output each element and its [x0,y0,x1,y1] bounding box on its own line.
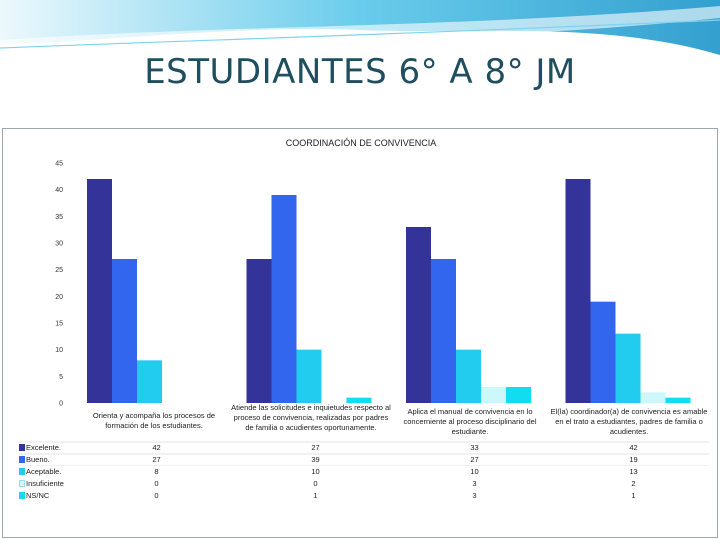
table-cell: 3 [472,479,477,488]
bar [431,259,456,403]
legend-swatch [19,444,25,451]
chart-frame: COORDINACIÓN DE CONVIVENCIA 0 5 10 15 20 25 30… [2,128,718,538]
bar [246,259,272,403]
table-row-nsnc: NS/NC 0 1 3 1 [19,490,709,502]
legend-insuficiente: Insuficiente [19,478,77,490]
bar [271,195,297,403]
table-cell: 42 [629,443,638,452]
bar [87,179,112,403]
table-cell: 1 [313,491,318,500]
table-cell: 19 [629,455,638,464]
series-name: Insuficiente [26,479,64,488]
y-tick-label: 30 [55,241,63,248]
legend-aceptable: Aceptable. [19,466,77,478]
y-tick-label: 5 [59,374,63,381]
table-cell: 27 [311,443,320,452]
y-tick-label: 25 [55,267,63,274]
legend-excelente: Excelente. [19,442,77,454]
legend-nsnc: NS/NC [19,490,77,502]
table-cell: 2 [631,479,636,488]
bar [590,301,616,403]
y-tick-label: 0 [59,401,63,408]
series-name: Excelente. [26,443,62,452]
bar [346,397,372,403]
bar [296,349,322,403]
category-label: Atiende las solicitudes e inquietudes re… [231,403,391,432]
legend-swatch [19,492,25,499]
table-cell: 3 [472,491,477,500]
table-cell: 8 [154,467,159,476]
series-name: NS/NC [26,491,50,500]
y-tick-label: 20 [55,294,63,301]
y-tick-label: 35 [55,214,63,221]
table-row-bueno: Bueno. 27 39 27 19 [19,454,709,466]
category-label: El(la) coordinador(a) de convivencia es … [550,407,708,436]
bar [406,227,431,403]
legend-swatch [19,468,25,475]
bar [615,333,641,403]
table-cell: 1 [631,491,636,500]
table-cell: 13 [629,467,638,476]
legend-bueno: Bueno. [19,454,77,466]
bar [506,387,531,403]
chart-title: COORDINACIÓN DE CONVIVENCIA [285,138,437,148]
table-cell: 33 [470,443,479,452]
y-tick-label: 40 [55,187,63,194]
table-cell: 10 [470,467,479,476]
series-name: Bueno. [26,455,50,464]
table-cell: 0 [154,479,159,488]
bar [665,397,691,403]
category-label: Aplica el manual de convivencia en lo co… [403,407,537,436]
bar [112,259,137,403]
y-tick-label: 10 [55,347,63,354]
bar [640,392,666,403]
table-cell: 39 [311,455,320,464]
legend-swatch [19,456,25,463]
category-label: Orienta y acompaña los procesos de forma… [92,411,216,430]
table-cell: 27 [152,455,161,464]
table-row-excelente: Excelente. 42 27 33 42 [19,442,709,454]
table-row-aceptable: Aceptable. 8 10 10 13 [19,466,709,478]
bar [565,179,591,403]
y-tick-label: 15 [55,321,63,328]
bar [481,387,506,403]
legend-swatch [19,480,25,487]
table-cell: 42 [152,443,161,452]
y-tick-label: 45 [55,161,63,168]
table-cell: 10 [311,467,320,476]
table-cell: 0 [154,491,159,500]
bar [456,349,481,403]
chart-plot: 0 5 10 15 20 25 30 35 40 45 [55,161,691,408]
bar [137,360,162,403]
table-cell: 27 [470,455,479,464]
table-row-insuficiente: Insuficiente 0 0 3 2 [19,478,709,490]
table-cell: 0 [313,479,318,488]
series-name: Aceptable. [26,467,62,476]
slide-title: ESTUDIANTES 6° A 8° JM [144,52,576,92]
